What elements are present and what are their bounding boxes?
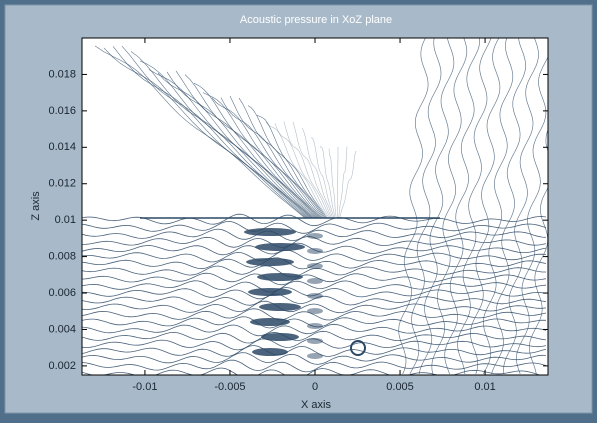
x-tick-label: -0.01	[132, 381, 157, 393]
chart: Acoustic pressure in XoZ plane X axis Z …	[0, 0, 597, 418]
contour-blob	[307, 248, 323, 254]
y-tick-label: 0.012	[48, 178, 76, 190]
y-tick-label: 0.002	[48, 360, 76, 372]
x-tick-label: 0.005	[386, 381, 414, 393]
x-tick-label: 0	[312, 381, 318, 393]
x-axis-label: X axis	[301, 399, 331, 411]
contour-blob	[307, 233, 323, 239]
y-tick-label: 0.016	[48, 105, 76, 117]
contour-blob	[261, 333, 299, 341]
contour-blob	[307, 323, 323, 329]
y-axis-label: Z axis	[30, 191, 42, 221]
contour-blob	[259, 303, 301, 311]
contour-blob	[246, 258, 294, 266]
y-tick-label: 0.018	[48, 68, 76, 80]
contour-blob	[307, 353, 323, 359]
contour-blob	[307, 293, 323, 299]
contour-blob	[257, 273, 303, 281]
contour-blob	[307, 308, 323, 314]
y-tick-label: 0.004	[48, 323, 76, 335]
x-tick-label: -0.005	[214, 381, 245, 393]
y-tick-label: 0.008	[48, 251, 76, 263]
contour-blob	[307, 278, 323, 284]
contour-blob	[252, 348, 288, 356]
contour-blob	[255, 243, 305, 251]
x-tick-label: 0.01	[474, 381, 495, 393]
y-tick-label: 0.01	[55, 214, 76, 226]
y-tick-label: 0.006	[48, 287, 76, 299]
y-tick-label: 0.014	[48, 141, 76, 153]
contour-blob	[248, 288, 292, 296]
contour-blob	[307, 263, 323, 269]
contour-blob	[250, 318, 290, 326]
contour-blob	[307, 338, 323, 344]
contour-blob	[244, 228, 296, 236]
chart-title: Acoustic pressure in XoZ plane	[240, 14, 392, 26]
